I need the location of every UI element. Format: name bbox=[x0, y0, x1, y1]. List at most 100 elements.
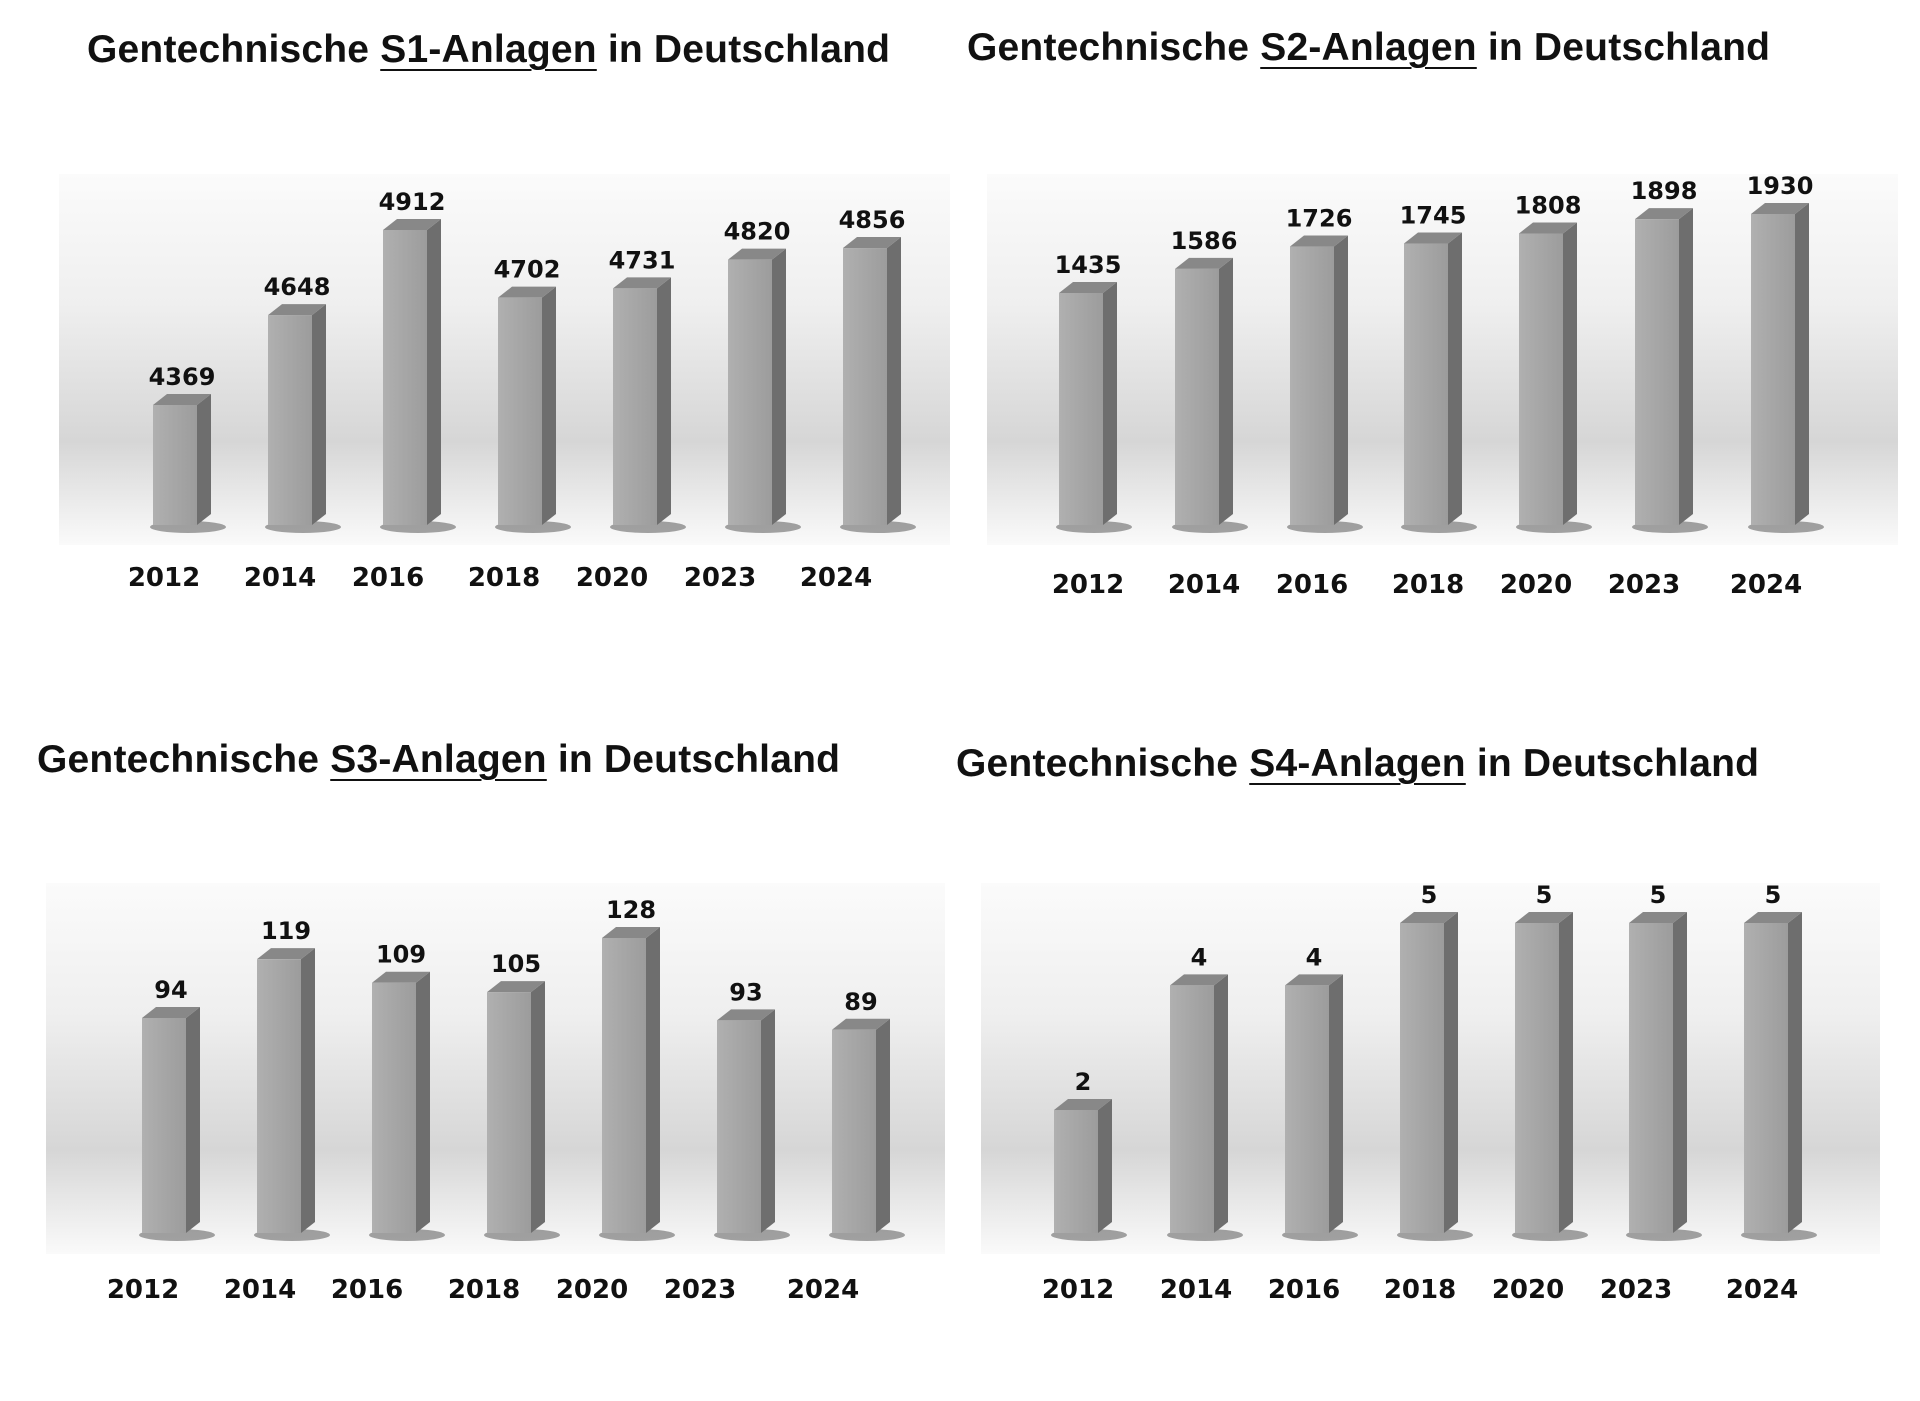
data-label-s4-2014: 4 bbox=[1191, 943, 1208, 971]
bar-front-face bbox=[153, 405, 197, 525]
data-label-s3-2020: 128 bbox=[606, 896, 656, 924]
chart-title-s4: Gentechnische S4-Anlagen in Deutschland bbox=[956, 742, 1759, 786]
x-tick-label-s1-2012: 2012 bbox=[128, 563, 200, 593]
bar-front-face bbox=[1285, 985, 1329, 1233]
bar-top-face bbox=[1175, 257, 1233, 269]
data-label-s2-2018: 1745 bbox=[1400, 202, 1467, 230]
bar-side-face bbox=[197, 394, 211, 525]
bar-top-face bbox=[717, 1009, 775, 1021]
x-tick-label-s4-2020: 2020 bbox=[1492, 1275, 1564, 1305]
chart-title-s1: Gentechnische S1-Anlagen in Deutschland bbox=[87, 28, 890, 72]
data-label-s1-2012: 4369 bbox=[149, 363, 216, 391]
bar-front-face bbox=[498, 297, 542, 525]
bar-top-face bbox=[1290, 235, 1348, 247]
x-tick-label-s3-2016: 2016 bbox=[331, 1275, 403, 1305]
chart-title-s3: Gentechnische S3-Anlagen in Deutschland bbox=[37, 738, 840, 782]
bar-top-face bbox=[1751, 203, 1809, 214]
bar-top-face bbox=[832, 1018, 890, 1030]
x-tick-label-s1-2016: 2016 bbox=[352, 563, 424, 593]
data-label-s4-2023: 5 bbox=[1650, 881, 1667, 909]
bar-top-face bbox=[268, 304, 326, 316]
bar-front-face bbox=[602, 938, 646, 1233]
x-tick-label-s2-2018: 2018 bbox=[1392, 570, 1464, 600]
x-tick-label-s4-2024: 2024 bbox=[1726, 1275, 1798, 1305]
bar-s2-2014 bbox=[1172, 257, 1248, 533]
data-label-s1-2024: 4856 bbox=[839, 206, 906, 234]
bar-s4-2012 bbox=[1051, 1099, 1127, 1241]
bar-s1-2014 bbox=[265, 304, 341, 533]
bar-side-face bbox=[1563, 222, 1577, 525]
bar-front-face bbox=[728, 259, 772, 525]
bar-chart-s1: 4369 2012 4648 2014 4912 2016 4702 2018 4731 2020… bbox=[59, 174, 950, 593]
bar-side-face bbox=[542, 286, 556, 525]
bar-side-face bbox=[416, 971, 430, 1233]
bar-side-face bbox=[1444, 912, 1458, 1233]
bar-top-face bbox=[728, 248, 786, 260]
bar-front-face bbox=[1519, 233, 1563, 525]
x-tick-label-s1-2024: 2024 bbox=[800, 563, 872, 593]
bar-side-face bbox=[1098, 1099, 1112, 1233]
bar-front-face bbox=[1175, 268, 1219, 525]
data-label-s3-2018: 105 bbox=[491, 950, 541, 978]
bar-side-face bbox=[772, 248, 786, 525]
bar-side-face bbox=[761, 1009, 775, 1233]
bar-s2-2016 bbox=[1287, 235, 1363, 533]
bar-front-face bbox=[1744, 923, 1788, 1233]
chart-title-s4-key: S4-Anlagen bbox=[1249, 742, 1466, 785]
bar-s4-2018 bbox=[1397, 912, 1473, 1241]
bar-top-face bbox=[843, 237, 901, 249]
bar-top-face bbox=[1404, 232, 1462, 244]
x-tick-label-s4-2014: 2014 bbox=[1160, 1275, 1232, 1305]
bar-front-face bbox=[268, 315, 312, 525]
x-tick-label-s1-2023: 2023 bbox=[684, 563, 756, 593]
bar-front-face bbox=[142, 1018, 186, 1233]
chart-title-s2-key: S2-Anlagen bbox=[1260, 26, 1477, 69]
data-label-s2-2014: 1586 bbox=[1171, 227, 1238, 255]
chart-title-s2: Gentechnische S2-Anlagen in Deutschland bbox=[967, 26, 1770, 70]
bar-s2-2012 bbox=[1056, 282, 1132, 533]
data-label-s2-2012: 1435 bbox=[1055, 251, 1122, 279]
bar-s1-2016 bbox=[380, 219, 456, 533]
bar-top-face bbox=[1400, 912, 1458, 923]
bar-front-face bbox=[832, 1029, 876, 1233]
bar-front-face bbox=[1635, 219, 1679, 526]
bar-s3-2016 bbox=[369, 971, 445, 1241]
x-tick-label-s1-2014: 2014 bbox=[244, 563, 316, 593]
chart-title-s4-prefix: Gentechnische bbox=[956, 742, 1250, 785]
bar-side-face bbox=[186, 1007, 200, 1233]
data-label-s3-2023: 93 bbox=[729, 978, 762, 1006]
data-label-s2-2023: 1898 bbox=[1631, 177, 1698, 205]
bar-top-face bbox=[1054, 1099, 1112, 1110]
bar-side-face bbox=[657, 277, 671, 525]
x-tick-label-s4-2016: 2016 bbox=[1268, 1275, 1340, 1305]
bar-top-face bbox=[1519, 222, 1577, 234]
x-tick-label-s2-2014: 2014 bbox=[1168, 570, 1240, 600]
bar-front-face bbox=[717, 1020, 761, 1233]
bar-s3-2020 bbox=[599, 927, 675, 1241]
bar-s4-2014 bbox=[1167, 974, 1243, 1241]
x-tick-label-s4-2012: 2012 bbox=[1042, 1275, 1114, 1305]
x-tick-label-s3-2020: 2020 bbox=[556, 1275, 628, 1305]
bar-top-face bbox=[1635, 208, 1693, 220]
data-label-s1-2018: 4702 bbox=[494, 256, 561, 284]
chart-title-s1-prefix: Gentechnische bbox=[87, 28, 381, 71]
bar-top-face bbox=[487, 981, 545, 993]
bar-side-face bbox=[1795, 203, 1809, 525]
bar-s3-2024 bbox=[829, 1018, 905, 1241]
x-tick-label-s3-2024: 2024 bbox=[787, 1275, 859, 1305]
bar-s2-2020 bbox=[1516, 222, 1592, 533]
x-tick-label-s3-2018: 2018 bbox=[448, 1275, 520, 1305]
bar-s4-2020 bbox=[1512, 912, 1588, 1241]
bar-front-face bbox=[1751, 214, 1795, 525]
data-label-s1-2016: 4912 bbox=[379, 188, 446, 216]
data-label-s4-2018: 5 bbox=[1421, 881, 1438, 909]
bar-side-face bbox=[301, 948, 315, 1233]
bar-side-face bbox=[1673, 912, 1687, 1233]
bar-s2-2024 bbox=[1748, 203, 1824, 533]
bar-side-face bbox=[427, 219, 441, 525]
x-tick-label-s2-2012: 2012 bbox=[1052, 570, 1124, 600]
bar-front-face bbox=[1054, 1110, 1098, 1233]
data-label-s4-2020: 5 bbox=[1536, 881, 1553, 909]
data-label-s3-2016: 109 bbox=[376, 941, 426, 969]
